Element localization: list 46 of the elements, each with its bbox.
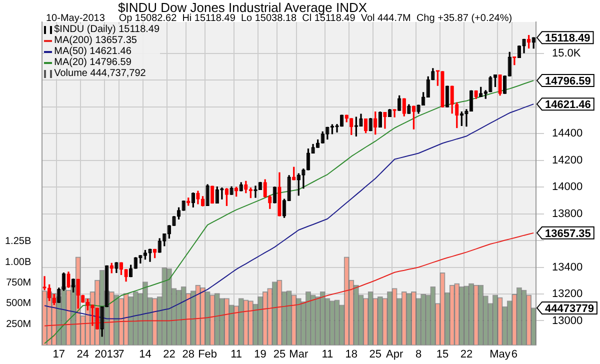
legend-label: MA(50) 14621.46 (54, 46, 132, 57)
legend-label: $INDU (Daily) 15118.49 (54, 24, 160, 35)
x-tick-label: 24 (76, 348, 90, 360)
y-tick-label: 15.0K (552, 47, 582, 60)
x-tick-label: Apr (386, 348, 404, 360)
y2-tick-label: 500M (6, 298, 32, 310)
text: 44473779 (545, 303, 594, 316)
legend-label: Volume 444,737,792 (54, 68, 146, 79)
text: 13657.35 (545, 228, 591, 240)
x-tick-label: Mar (289, 348, 308, 360)
x-tick-label: 11 (322, 348, 334, 360)
text: 15118.49 (545, 32, 590, 45)
text: 14621.46 (545, 99, 591, 112)
x-tick-label: 17 (52, 348, 66, 360)
y-tick-label: 13800 (552, 208, 583, 220)
x-tick-label: 28 (182, 348, 194, 360)
text: 14796.59 (545, 76, 591, 88)
x-tick-label: 7 (118, 348, 124, 360)
x-tick-label: 14 (139, 348, 152, 360)
x-tick-label: Feb (198, 348, 218, 360)
x-tick-label: 8 (415, 348, 422, 360)
legend-label: MA(200) 13657.35 (54, 35, 137, 46)
x-tick-label: 22 (163, 348, 176, 360)
x-tick-label: 15 (436, 348, 449, 360)
chart-subtitle: 10-May-2013 Op 15082.62 Hi 15118.49 Lo 15038.18 Cl 15118.49 Vol 444.7M Chg +35.87 (+0.24%) (46, 13, 512, 24)
y-tick-label: 14000 (552, 181, 583, 194)
y2-tick-label: 1.00B (4, 256, 32, 268)
y-tick-label: 14200 (552, 154, 583, 166)
x-tick-label: 6 (511, 348, 518, 360)
y2-tick-label: 1.25B (4, 236, 32, 248)
y-tick-label: 13200 (552, 288, 583, 300)
chart-title: $INDU Dow Jones Industrial Average INDX (118, 0, 368, 15)
x-tick-label: 2013 (94, 348, 120, 360)
y2-tick-label: 750M (6, 277, 32, 288)
x-tick-label: 22 (460, 348, 473, 360)
x-tick-label: May (490, 348, 511, 360)
y2-tick-label: 250M (6, 318, 32, 330)
y-tick-label: 14400 (552, 128, 583, 140)
x-tick-label: 19 (254, 348, 266, 360)
legend-label: MA(20) 14796.59 (54, 57, 132, 68)
y-tick-label: 13400 (552, 261, 583, 274)
x-tick-label: 25 (369, 348, 382, 360)
x-tick-label: 25 (273, 348, 286, 360)
x-tick-label: 18 (345, 348, 358, 360)
x-tick-label: 11 (230, 348, 242, 360)
y-tick-label: 13000 (552, 314, 583, 327)
